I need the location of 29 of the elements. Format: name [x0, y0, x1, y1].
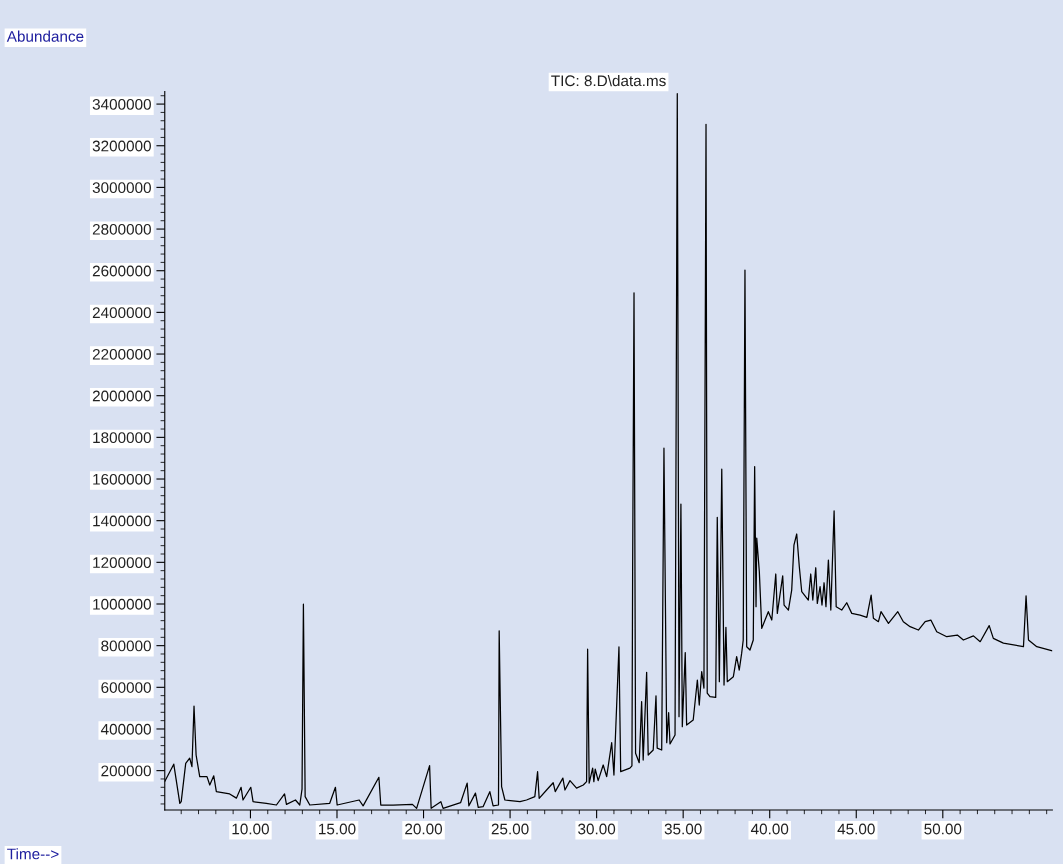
y-axis-title: Abundance — [6, 30, 84, 42]
y-tick-label: 2800000 — [92, 223, 151, 235]
y-tick-label: 400000 — [100, 723, 151, 735]
y-tick-label: 2200000 — [92, 348, 151, 360]
y-tick-label: 1600000 — [93, 473, 151, 485]
y-tick-label: 600000 — [101, 682, 151, 693]
x-tick-label: 25.00 — [491, 823, 529, 835]
x-tick-label: 40.00 — [750, 823, 789, 835]
chart-title: TIC: 8.D\data.ms — [551, 74, 666, 87]
x-tick-label: 50.00 — [924, 823, 962, 835]
y-tick-label: 2400000 — [92, 307, 151, 319]
x-axis-title: Time--> — [7, 848, 59, 860]
y-tick-label: 200000 — [101, 765, 151, 777]
y-tick-label: 800000 — [101, 640, 151, 652]
x-tick-label: 35.00 — [664, 823, 702, 835]
x-tick-label: 45.00 — [837, 823, 875, 835]
y-tick-label: 2600000 — [92, 265, 151, 277]
y-tick-label: 2000000 — [92, 390, 151, 402]
y-tick-label: 1800000 — [93, 432, 151, 444]
y-tick-label: 1200000 — [93, 557, 151, 569]
y-tick-label: 1000000 — [93, 598, 151, 610]
x-tick-label: 15.00 — [319, 823, 356, 835]
y-tick-label: 3000000 — [92, 182, 151, 194]
y-tick-label: 3400000 — [92, 98, 151, 110]
x-tick-label: 10.00 — [232, 823, 269, 835]
y-tick-label: 3200000 — [92, 140, 151, 152]
x-tick-label: 20.00 — [405, 823, 443, 835]
y-tick-label: 1400000 — [93, 515, 151, 527]
x-tick-label: 30.00 — [578, 823, 616, 835]
